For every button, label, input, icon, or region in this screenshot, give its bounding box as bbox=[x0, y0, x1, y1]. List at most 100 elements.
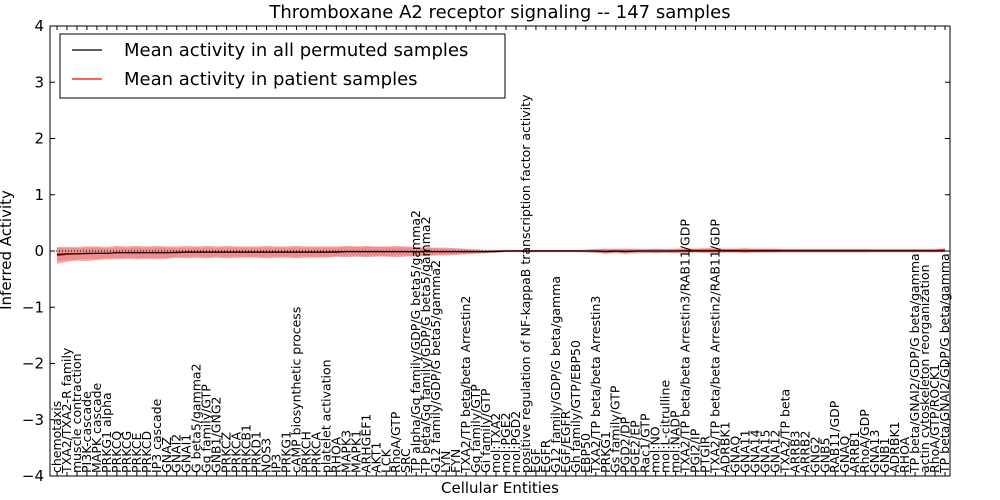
x-tick-label: PRKCH bbox=[298, 431, 313, 473]
x-tick-label: RhoA/GDP bbox=[857, 409, 872, 473]
x-tick-label: TP beta/GNAI2/GDP/G beta/gamma bbox=[907, 253, 922, 474]
x-tick-label: PGD2/DP bbox=[618, 416, 633, 473]
x-tick-label: TP alpha/Gq family/GDP/G beta5/gamma2 bbox=[408, 210, 423, 474]
x-tick-label: positive regulation of NF-kappaB transcr… bbox=[518, 94, 533, 473]
x-tick-label: PGE2/EP bbox=[628, 420, 643, 473]
x-tick-label: GNAZ bbox=[159, 437, 174, 473]
legend: Mean activity in all permuted samples Me… bbox=[59, 33, 506, 99]
x-tick-label: TXA2/TP beta bbox=[777, 389, 792, 474]
x-tick-label: RhoA/GTP bbox=[388, 411, 403, 473]
x-tick-label: EGFR bbox=[538, 439, 553, 473]
x-tick-label: chemotaxis bbox=[49, 401, 64, 473]
x-tick-label: PRKCZ bbox=[219, 432, 234, 473]
x-tick-label: ARRB2 bbox=[797, 431, 812, 473]
x-tick-label: Gh family/GTP/EBP50 bbox=[568, 340, 583, 473]
x-tick-label: PRKG1 bbox=[598, 431, 613, 473]
y-tick-label: −1 bbox=[22, 298, 44, 316]
x-tick-label: MAPK3 bbox=[338, 430, 353, 473]
chart-title: Thromboxane A2 receptor signaling -- 147… bbox=[268, 2, 730, 23]
x-tick-label: FYN bbox=[448, 449, 463, 473]
y-tick-label: 0 bbox=[34, 242, 44, 260]
x-tick-label: PRKD1 bbox=[249, 431, 264, 473]
x-tick-label: GNAI2 bbox=[169, 434, 184, 473]
x-tick-label: Gq family/GTP bbox=[199, 384, 214, 473]
x-tick-label: ARRB3 bbox=[787, 431, 802, 473]
y-tick-label: −4 bbox=[22, 467, 44, 485]
x-tick-label: AKT1 bbox=[368, 442, 383, 473]
x-tick-label: PRKG1 alpha bbox=[99, 392, 114, 473]
x-tick-label: GNA14 bbox=[747, 429, 762, 473]
permuted-mean-line bbox=[56, 250, 945, 255]
x-tick-label: mol:L-citrulline bbox=[658, 380, 673, 473]
x-tick-label: ADRBK1 bbox=[718, 421, 733, 473]
x-tick-label: PRKCQ bbox=[109, 431, 124, 473]
x-tick-label: NOS3 bbox=[259, 438, 274, 473]
x-tick-label: GNB5 bbox=[817, 437, 832, 473]
legend-label-patient: Mean activity in patient samples bbox=[124, 69, 418, 90]
x-tick-label: PRKCE bbox=[129, 433, 144, 473]
y-tick-label: 2 bbox=[34, 130, 44, 148]
y-tick-label: −2 bbox=[22, 355, 44, 373]
x-tick-label: PRKCA bbox=[308, 432, 323, 473]
x-tick-label: muscle contraction bbox=[69, 353, 84, 473]
x-tick-label: IP3 cascade bbox=[149, 398, 164, 473]
x-tick-label: EGF bbox=[528, 448, 543, 473]
x-tick-label: GNA11 bbox=[737, 429, 752, 473]
x-tick-label: PGI2/IP bbox=[688, 428, 703, 473]
x-tick-label: PRKCA bbox=[229, 432, 244, 473]
x-tick-label: PRKG1 bbox=[279, 431, 294, 473]
x-tick-label: PRKCB1 bbox=[239, 424, 254, 473]
x-tick-label: GNAQ bbox=[837, 436, 852, 473]
x-tick-label: platelet activation bbox=[318, 359, 333, 473]
x-tick-label: TXA2/TP beta/beta Arrestin3 bbox=[588, 296, 603, 474]
y-ticks: −4 −3 −2 −1 0 1 2 3 4 bbox=[22, 17, 950, 485]
x-tick-label: GNA13 bbox=[867, 430, 882, 474]
x-tick-label: EBP50 bbox=[578, 433, 593, 473]
y-tick-label: 1 bbox=[34, 186, 44, 204]
x-tick-label: Gq family/GTP bbox=[468, 384, 483, 473]
y-tick-label: −3 bbox=[22, 411, 44, 429]
x-tick-label: PI3K-cascade bbox=[79, 391, 94, 473]
x-tick-label: PRKCG bbox=[119, 431, 134, 473]
x-tick-label: GNB1 bbox=[877, 437, 892, 473]
x-tick-label: LCK bbox=[378, 448, 393, 473]
x-tick-label: mol:NADP bbox=[668, 410, 683, 473]
x-tick-label: mol:NO bbox=[648, 426, 663, 473]
x-tick-label: RhoA/GTP/ROCK1 bbox=[927, 364, 942, 473]
x-tick-label: TP beta/Gq family/GDP/G beta5/gamma2 bbox=[418, 216, 433, 474]
x-tick-label: G beta5/gamma2 bbox=[189, 363, 204, 473]
x-tick-label: mol:PGE2 bbox=[498, 412, 513, 473]
x-tick-label: actin cytoskeleton reorganization bbox=[917, 264, 932, 473]
x-tick-label: PTGIR bbox=[698, 435, 713, 473]
x-tick-label: cAMP biosynthetic process bbox=[289, 307, 304, 473]
x-tick-label: GNAQ bbox=[728, 436, 743, 473]
plot-area bbox=[50, 245, 950, 264]
x-tick-label: IP3 bbox=[269, 454, 284, 473]
legend-box bbox=[59, 33, 506, 99]
x-tick-label: RAB11/GDP bbox=[827, 400, 842, 473]
y-tick-label: 4 bbox=[34, 17, 44, 35]
x-tick-label: ARHGEF1 bbox=[358, 414, 373, 473]
y-axis-label: Inferred Activity bbox=[0, 190, 15, 310]
x-tick-label: GNB1/GNG2 bbox=[209, 397, 224, 473]
x-tick-label: RHOA bbox=[328, 436, 343, 473]
x-tick-label: TP beta/GNAI2/GDP/G beta/gamma bbox=[937, 253, 952, 474]
x-tick-label: Rac1/GTP bbox=[638, 413, 653, 473]
x-tick-label: MAPK cascade bbox=[89, 382, 104, 473]
x-tick-label: EGF/EGFR bbox=[558, 410, 573, 473]
x-tick-label: PRKCD bbox=[139, 431, 154, 473]
x-tick-label: TXA2/TP beta/beta Arrestin2 bbox=[458, 296, 473, 474]
x-tick-label: RHOA bbox=[897, 436, 912, 473]
x-tick-label: ADRBK1 bbox=[887, 421, 902, 473]
x-tick-label: LYN bbox=[438, 451, 453, 473]
x-tick-label: MAPK1 bbox=[348, 430, 363, 473]
x-tick-label: GNAI1 bbox=[179, 434, 194, 473]
x-tick-label: TXA2/TP beta/beta Arrestin2/RAB11/GDP bbox=[708, 219, 723, 474]
x-tick-label: Gi family/GTP bbox=[478, 388, 493, 473]
legend-label-permuted: Mean activity in all permuted samples bbox=[124, 40, 468, 61]
x-tick-label: Gs family/GTP bbox=[608, 385, 623, 473]
x-tick-label: GNA15 bbox=[757, 429, 772, 473]
x-tick-label: TXA2/TP beta/beta Arrestin3/RAB11/GDP bbox=[678, 219, 693, 474]
